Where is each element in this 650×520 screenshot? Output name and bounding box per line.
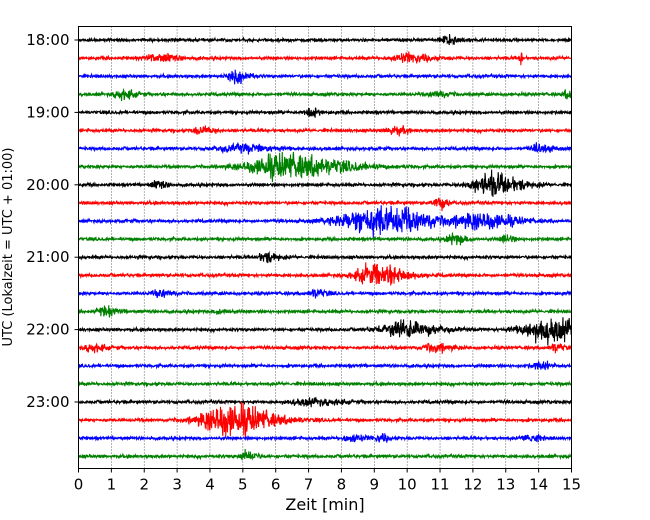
trace-2215 bbox=[78, 342, 573, 354]
trace-2000 bbox=[78, 169, 573, 197]
trace-2230 bbox=[77, 360, 573, 371]
x-tick-label-9: 9 bbox=[370, 476, 380, 494]
trace-2130 bbox=[77, 288, 573, 299]
trace-1915 bbox=[77, 125, 573, 137]
trace-2030 bbox=[78, 205, 572, 239]
x-tick-label-1: 1 bbox=[107, 476, 117, 494]
trace-2245 bbox=[77, 380, 573, 389]
x-tick-label-10: 10 bbox=[398, 476, 417, 494]
trace-2315 bbox=[77, 401, 572, 439]
x-tick-label-4: 4 bbox=[205, 476, 215, 494]
x-axis-label: Zeit [min] bbox=[285, 495, 364, 514]
trace-1815 bbox=[77, 51, 572, 66]
y-tick-label-1800: 18:00 bbox=[26, 31, 69, 49]
y-tick-label-1900: 19:00 bbox=[26, 103, 69, 121]
trace-2300 bbox=[78, 397, 572, 408]
trace-2345 bbox=[77, 449, 572, 462]
y-tick-label-2000: 20:00 bbox=[26, 176, 69, 194]
x-tick-label-2: 2 bbox=[139, 476, 149, 494]
y-tick-label-2200: 22:00 bbox=[26, 321, 69, 339]
x-tick-label-3: 3 bbox=[172, 476, 182, 494]
trace-1830 bbox=[78, 69, 572, 85]
x-axis-ticks: 0 1 2 3 4 5 6 7 8 9 10 11 12 13 14 15 bbox=[74, 468, 581, 494]
trace-2145 bbox=[78, 305, 573, 318]
x-tick-label-6: 6 bbox=[271, 476, 281, 494]
trace-2015 bbox=[77, 197, 572, 212]
x-tick-label-12: 12 bbox=[463, 476, 482, 494]
x-tick-label-5: 5 bbox=[238, 476, 248, 494]
trace-2045 bbox=[78, 232, 573, 246]
trace-2330 bbox=[78, 432, 573, 443]
trace-1845 bbox=[77, 87, 573, 101]
y-axis-label: UTC (Lokalzeit = UTC + 01:00) bbox=[1, 148, 16, 347]
x-tick-label-8: 8 bbox=[337, 476, 347, 494]
x-tick-label-0: 0 bbox=[74, 476, 84, 494]
x-tick-label-15: 15 bbox=[562, 476, 581, 494]
plot-frame bbox=[78, 26, 572, 469]
trace-1900 bbox=[78, 107, 573, 118]
y-axis-ticks: 18:00 19:00 20:00 21:00 22:00 23:00 bbox=[26, 31, 79, 411]
trace-2100 bbox=[77, 250, 573, 264]
x-tick-label-13: 13 bbox=[496, 476, 515, 494]
x-tick-label-7: 7 bbox=[304, 476, 314, 494]
x-tick-label-14: 14 bbox=[529, 476, 548, 494]
trace-2115 bbox=[77, 262, 572, 286]
trace-2200 bbox=[77, 317, 573, 346]
y-tick-label-2300: 23:00 bbox=[26, 393, 69, 411]
seismogram-traces bbox=[77, 33, 573, 462]
trace-1930 bbox=[78, 142, 573, 155]
x-tick-label-11: 11 bbox=[430, 476, 449, 494]
y-tick-label-2100: 21:00 bbox=[26, 248, 69, 266]
trace-1945 bbox=[78, 151, 573, 183]
trace-1800 bbox=[78, 33, 572, 46]
